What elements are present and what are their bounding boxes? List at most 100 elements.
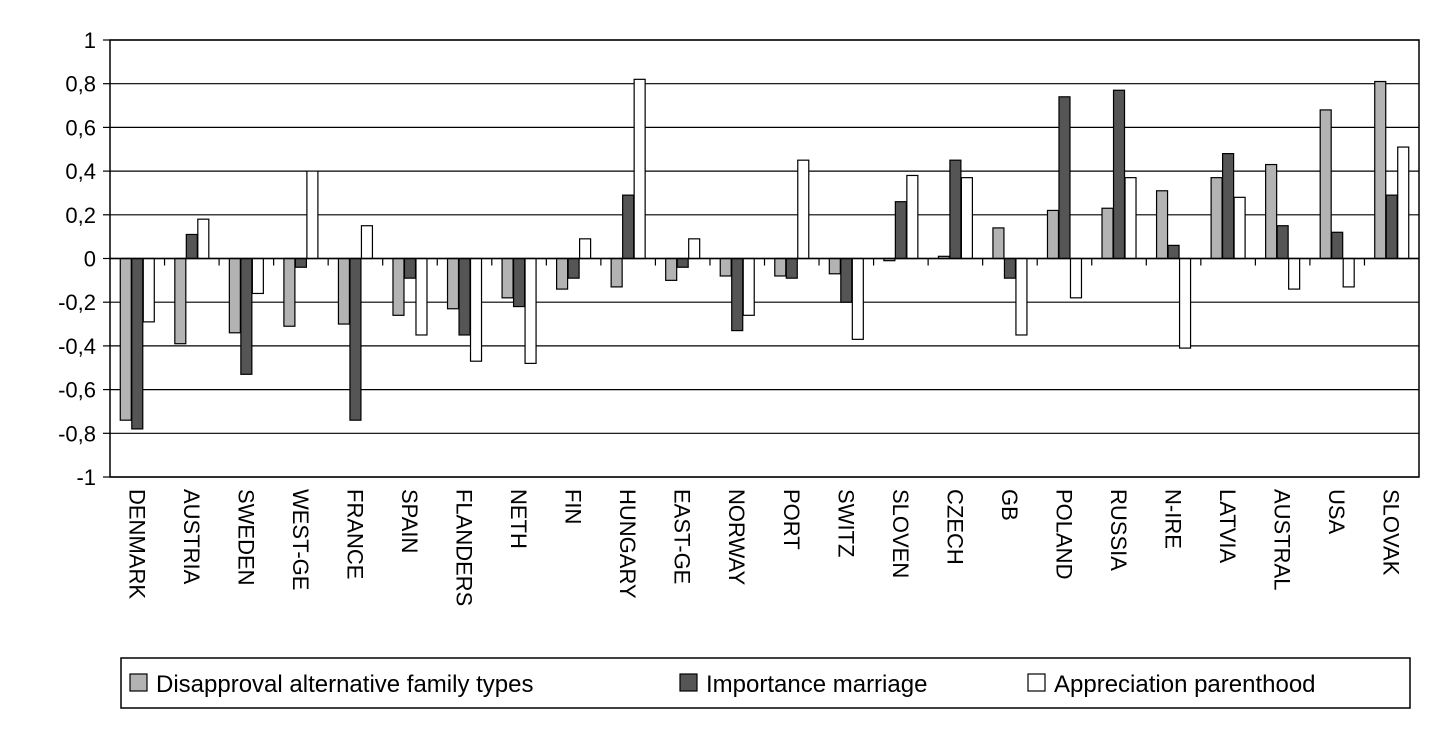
bar-usa-series-3 bbox=[1342, 257, 1355, 288]
bar-spain-series-1 bbox=[392, 257, 405, 316]
legend-label-series-3: Appreciation parenthood bbox=[1054, 671, 1316, 698]
bar-usa-series-2 bbox=[1331, 231, 1344, 260]
bar-neth-series-1 bbox=[501, 257, 514, 299]
x-tick-label-switz: SWITZ bbox=[833, 489, 858, 557]
x-tick-label-russia: RUSSIA bbox=[1106, 489, 1131, 571]
bar-gb-series-1 bbox=[992, 227, 1005, 260]
bar-hungary-series-2 bbox=[622, 194, 635, 260]
bar-poland-series-1 bbox=[1046, 209, 1060, 260]
bar-east-ge-series-3 bbox=[688, 238, 701, 260]
bar-west-ge-series-3 bbox=[306, 170, 319, 260]
bar-switz-series-2 bbox=[840, 257, 853, 303]
bar-russia-series-3 bbox=[1124, 177, 1137, 260]
x-tick-label-france: FRANCE bbox=[342, 489, 367, 579]
bar-fin-series-2 bbox=[567, 257, 580, 279]
bar-france-series-3 bbox=[360, 225, 374, 260]
bar-spain-series-2 bbox=[403, 257, 417, 279]
y-tick-label: -0,2 bbox=[58, 290, 96, 315]
bar-norway-series-2 bbox=[731, 257, 744, 332]
bar-neth-series-3 bbox=[524, 257, 537, 364]
bar-switz-series-3 bbox=[851, 257, 864, 340]
bar-flanders-series-3 bbox=[469, 257, 483, 362]
x-tick-label-hungary: HUNGARY bbox=[615, 489, 640, 599]
bar-sweden-series-2 bbox=[240, 257, 253, 375]
bar-n-ire-series-3 bbox=[1178, 257, 1192, 349]
legend-label-series-1: Disapproval alternative family types bbox=[156, 671, 534, 698]
x-tick-label-norway: NORWAY bbox=[724, 489, 749, 585]
y-tick-label: 0,4 bbox=[65, 159, 96, 184]
bar-neth-series-2 bbox=[512, 257, 526, 308]
y-tick-label: 0,6 bbox=[65, 115, 96, 140]
bar-austral-series-1 bbox=[1265, 163, 1278, 260]
bar-denmark-series-2 bbox=[131, 257, 144, 430]
bar-latvia-series-3 bbox=[1233, 196, 1246, 260]
bar-switz-series-1 bbox=[828, 257, 841, 275]
bar-slovak-series-3 bbox=[1397, 146, 1410, 260]
bar-austral-series-2 bbox=[1276, 225, 1289, 260]
x-tick-label-czech: CZECH bbox=[942, 489, 967, 565]
y-tick-label: -0,6 bbox=[58, 378, 96, 403]
bar-port-series-2 bbox=[785, 257, 798, 279]
bar-austria-series-2 bbox=[185, 233, 198, 260]
bar-austria-series-3 bbox=[197, 218, 210, 260]
bar-east-ge-series-1 bbox=[665, 257, 678, 281]
y-tick-label: 1 bbox=[84, 28, 96, 53]
bar-poland-series-3 bbox=[1069, 257, 1083, 299]
bar-norway-series-3 bbox=[742, 257, 755, 316]
bar-gb-series-2 bbox=[1003, 257, 1017, 279]
bar-flanders-series-1 bbox=[446, 257, 460, 310]
bar-sloven-series-3 bbox=[906, 174, 919, 260]
x-tick-label-slovak: SLOVAK bbox=[1379, 489, 1404, 576]
x-tick-label-poland: POLAND bbox=[1051, 489, 1076, 579]
y-tick-label: -1 bbox=[76, 465, 96, 490]
bar-poland-series-2 bbox=[1058, 96, 1071, 260]
y-tick-label: 0,2 bbox=[65, 203, 96, 228]
bar-n-ire-series-1 bbox=[1155, 190, 1169, 260]
y-tick-label: 0,8 bbox=[65, 72, 96, 97]
bar-flanders-series-2 bbox=[458, 257, 471, 336]
bar-spain-series-3 bbox=[415, 257, 428, 336]
x-tick-label-port: PORT bbox=[779, 489, 804, 550]
x-tick-label-neth: NETH bbox=[506, 489, 531, 549]
legend-box bbox=[120, 657, 1411, 709]
bar-sweden-series-1 bbox=[228, 257, 241, 334]
x-tick-label-sloven: SLOVEN bbox=[888, 489, 913, 578]
bar-slovak-series-2 bbox=[1385, 194, 1398, 260]
y-tick-label: 0 bbox=[84, 247, 96, 272]
x-tick-label-latvia: LATVIA bbox=[1215, 489, 1240, 564]
x-tick-label-usa: USA bbox=[1324, 489, 1349, 535]
legend-swatch-series-1 bbox=[129, 673, 148, 692]
x-tick-label-n-ire: N-IRE bbox=[1161, 489, 1186, 549]
legend-swatch-series-2 bbox=[679, 673, 698, 692]
legend-swatch-series-3 bbox=[1027, 673, 1046, 692]
bars bbox=[119, 78, 1410, 430]
x-tick-label-east-ge: EAST-GE bbox=[670, 489, 695, 584]
bar-port-series-1 bbox=[774, 257, 787, 277]
bar-hungary-series-3 bbox=[633, 78, 646, 260]
bar-russia-series-2 bbox=[1112, 89, 1126, 260]
x-tick-label-austral: AUSTRAL bbox=[1270, 489, 1295, 590]
x-tick-label-austria: AUSTRIA bbox=[179, 489, 204, 585]
bar-sloven-series-2 bbox=[894, 201, 907, 260]
x-tick-label-denmark: DENMARK bbox=[124, 489, 149, 599]
legend-label-series-2: Importance marriage bbox=[706, 671, 927, 698]
bar-norway-series-1 bbox=[719, 257, 732, 277]
y-tick-label: -0,8 bbox=[58, 421, 96, 446]
bar-latvia-series-1 bbox=[1210, 177, 1223, 260]
x-tick-label-gb: GB bbox=[997, 489, 1022, 521]
x-tick-label-spain: SPAIN bbox=[397, 489, 422, 553]
axes bbox=[103, 39, 1420, 478]
bar-n-ire-series-2 bbox=[1167, 244, 1180, 260]
bar-fin-series-3 bbox=[579, 238, 592, 260]
x-tick-labels: DENMARK AUSTRIA SWEDEN WEST-GE FRANCE SPAIN FL… bbox=[124, 489, 1403, 606]
x-tick-label-sweden: SWEDEN bbox=[233, 489, 258, 586]
bar-east-ge-series-2 bbox=[676, 257, 689, 268]
bar-hungary-series-1 bbox=[610, 257, 623, 288]
bar-austral-series-3 bbox=[1288, 257, 1301, 290]
bar-usa-series-1 bbox=[1319, 109, 1332, 260]
bar-slovak-series-1 bbox=[1374, 80, 1387, 260]
bar-russia-series-1 bbox=[1101, 207, 1114, 260]
bar-gb-series-3 bbox=[1015, 257, 1028, 336]
